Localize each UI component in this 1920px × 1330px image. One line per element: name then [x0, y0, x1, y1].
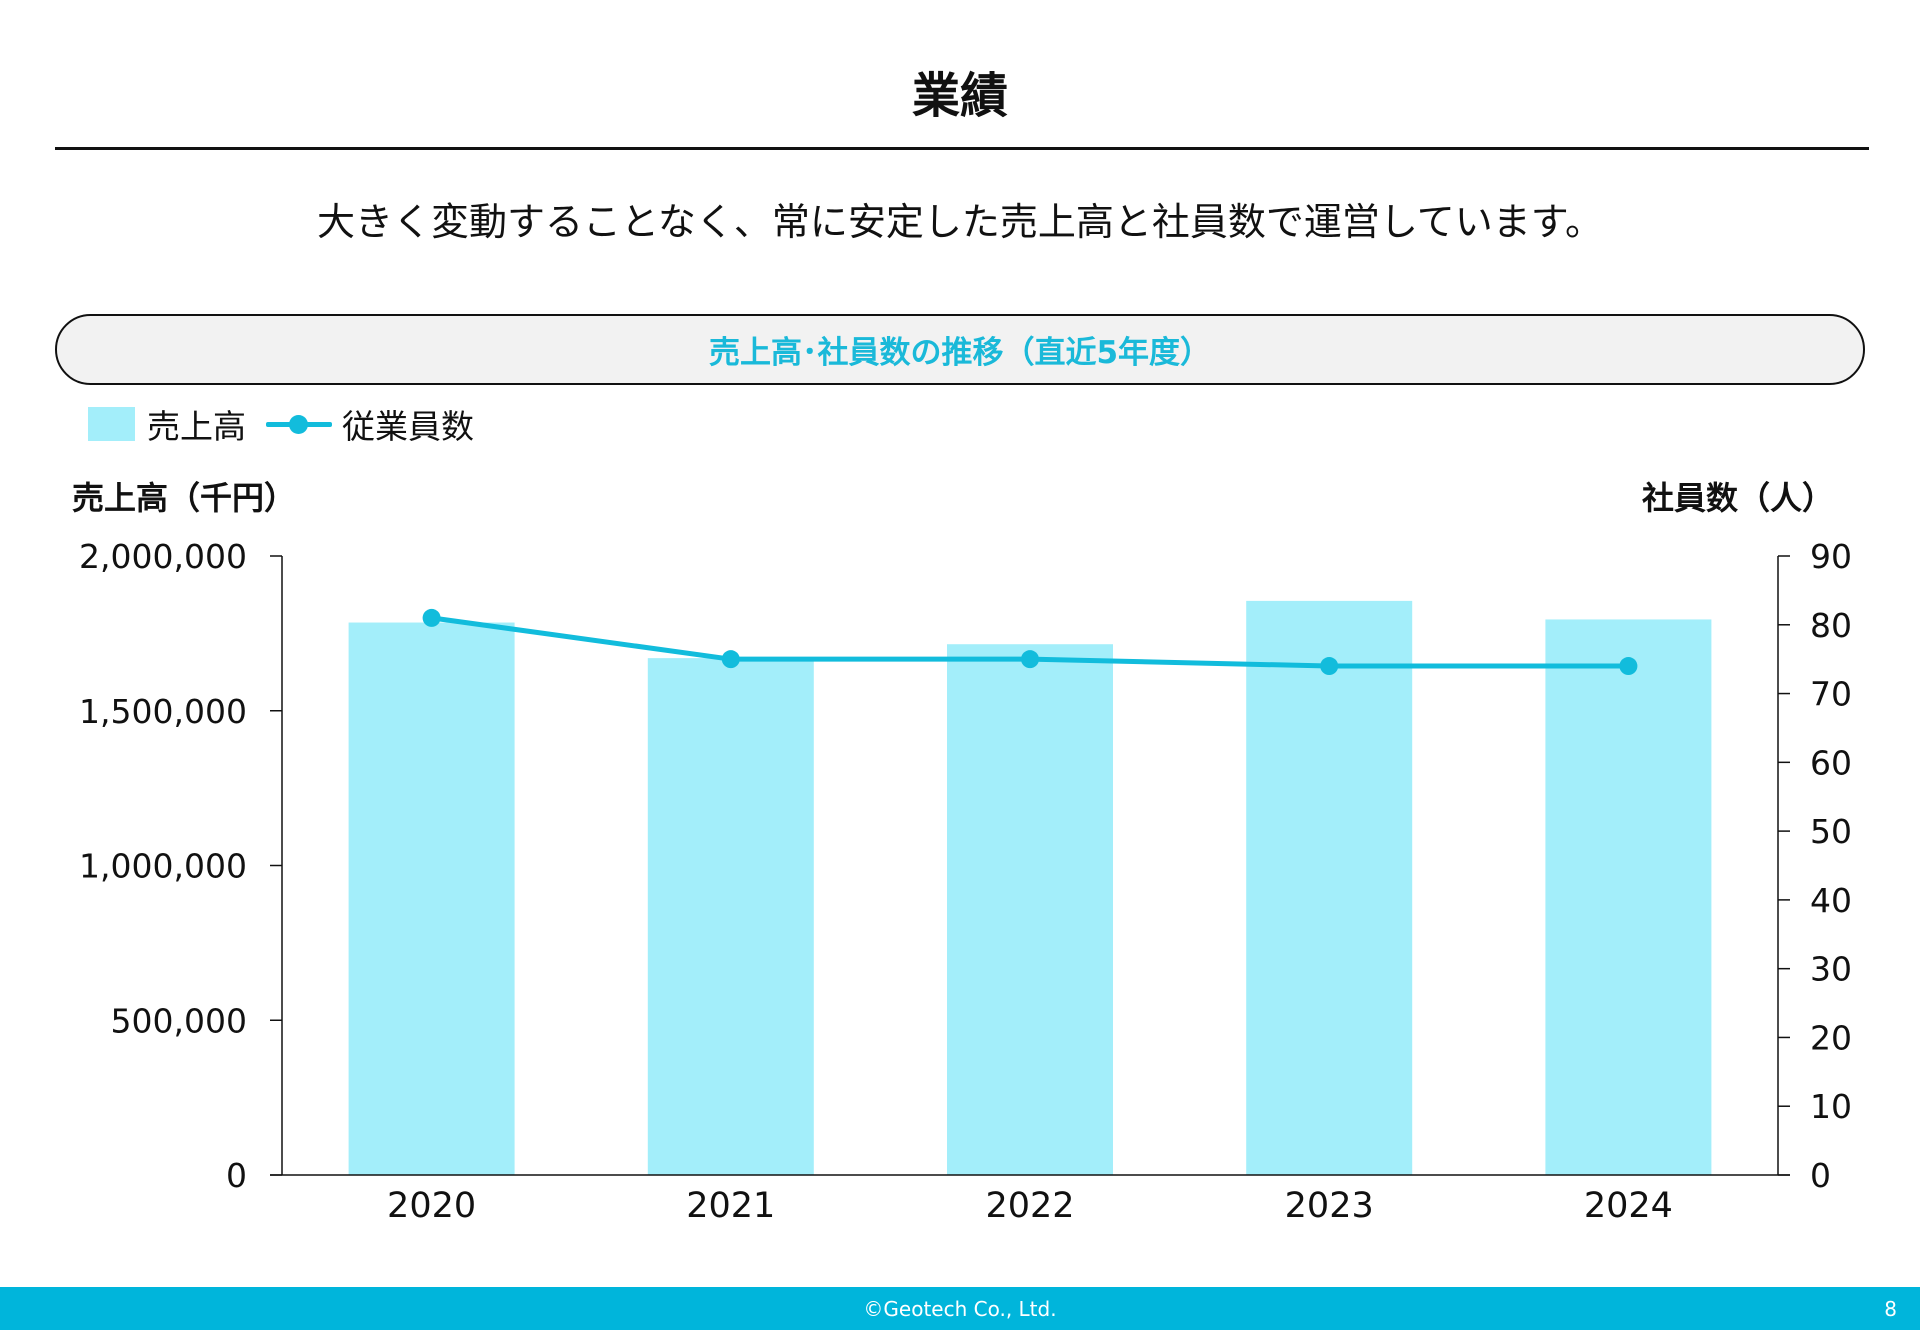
chart-title-banner: 売上高･社員数の推移（直近5年度）	[55, 314, 1865, 385]
lead-text: 大きく変動することなく、常に安定した売上高と社員数で運営しています。	[317, 200, 1603, 244]
x-tick-label: 2022	[985, 1186, 1074, 1226]
right-tick-label: 80	[1810, 606, 1852, 645]
right-tick-label: 90	[1810, 537, 1852, 576]
legend-label-employees: 従業員数	[342, 407, 474, 446]
right-tick-label: 30	[1810, 950, 1852, 989]
page-number: 8	[1884, 1297, 1897, 1321]
right-tick-label: 70	[1810, 675, 1852, 714]
employee-point-2021	[721, 650, 740, 669]
left-tick-label: 1,000,000	[79, 847, 247, 886]
left-axis-title: 売上高（千円）	[72, 479, 297, 517]
employee-point-2023	[1320, 657, 1339, 676]
title-divider	[55, 147, 1869, 150]
bar-2020	[348, 622, 515, 1175]
left-tick-label: 1,500,000	[79, 692, 247, 731]
chart-title: 売上高･社員数の推移（直近5年度）	[708, 335, 1212, 371]
bar-2024	[1545, 619, 1712, 1175]
employee-point-2022	[1021, 650, 1039, 669]
x-tick-label: 2024	[1584, 1186, 1673, 1226]
legend-label-sales: 売上高	[147, 407, 246, 446]
footer-copyright: ©Geotech Co., Ltd.	[863, 1297, 1057, 1321]
employee-point-2024	[1619, 657, 1638, 676]
right-tick-label: 50	[1810, 812, 1852, 851]
legend-bar-swatch	[88, 407, 135, 441]
chart-legend: 売上高 従業員数	[88, 400, 474, 448]
right-tick-label: 40	[1810, 881, 1852, 920]
x-tick-label: 2020	[387, 1186, 476, 1226]
employee-point-2020	[422, 608, 441, 627]
combo-chart: 0 500,000 1,000,000 1,500,000 2,000,000 0 10 20…	[79, 537, 1852, 1226]
left-tick-label: 500,000	[111, 1001, 247, 1040]
x-tick-label: 2021	[686, 1186, 775, 1226]
right-tick-label: 10	[1810, 1087, 1852, 1126]
right-axis-title: 社員数（人）	[1641, 479, 1834, 517]
page-title: 業績	[911, 68, 1008, 124]
bar-2021	[647, 658, 814, 1175]
right-tick-label: 20	[1810, 1018, 1852, 1057]
right-tick-label: 60	[1810, 743, 1852, 782]
left-tick-label: 2,000,000	[79, 537, 247, 576]
left-tick-label: 0	[226, 1156, 247, 1195]
x-tick-label: 2023	[1285, 1186, 1374, 1226]
footer-bar: ©Geotech Co., Ltd. 8	[0, 1287, 1920, 1330]
right-tick-label: 0	[1810, 1156, 1831, 1195]
bar-2022	[947, 644, 1113, 1175]
legend-line-marker	[266, 407, 332, 441]
bar-2023	[1246, 600, 1413, 1175]
